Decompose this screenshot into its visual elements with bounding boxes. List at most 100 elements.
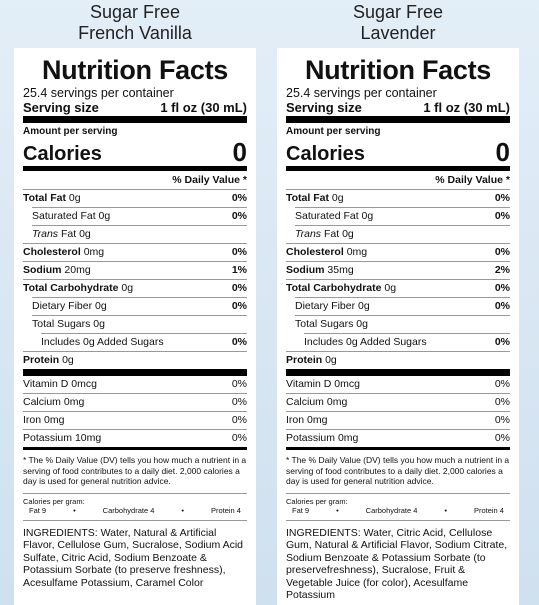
- nutrition-label: Nutrition Facts 25.4 servings per contain…: [277, 48, 519, 605]
- nutrient-name: Includes 0g Added Sugars: [304, 336, 427, 348]
- nutrient-dv: 0%: [494, 282, 510, 294]
- nutrient: Sodium 20mg: [23, 262, 91, 279]
- nutrient: Total Sugars 0g: [295, 316, 368, 333]
- product-line: French Vanilla: [78, 23, 192, 43]
- nutrient-name: Saturated Fat: [295, 210, 359, 222]
- nutrient-dv: 2%: [494, 264, 510, 276]
- nutrient-amount: 0g: [98, 210, 111, 222]
- nutrient-row: Protein 0g: [286, 351, 510, 369]
- nutrient-name: Total Fat: [286, 192, 329, 204]
- nutrient-amount: 35mg: [327, 264, 354, 276]
- nutrient-row: Cholesterol 0mg 0%: [286, 243, 510, 261]
- nutrient-dv: 1%: [231, 264, 247, 276]
- label-heading: Nutrition Facts: [304, 55, 491, 85]
- nutrient-name: Total Carbohydrate: [286, 282, 382, 294]
- vitamin-row: Vitamin D 0mcg 0%: [23, 376, 247, 393]
- vitamin-dv: 0%: [231, 378, 247, 390]
- nutrient-row: Saturated Fat 0g 0%: [295, 207, 510, 225]
- cpg-item: Carbohydrate 4: [102, 505, 155, 515]
- vitamin: Iron 0mg: [286, 412, 327, 429]
- amount-per-serving: Amount per serving: [286, 126, 381, 137]
- nutrient-name: Protein: [286, 354, 323, 366]
- nutrient: Trans Fat 0g: [295, 226, 354, 243]
- cpg-item: Protein 4: [473, 505, 504, 515]
- vitamin: Iron 0mg: [23, 412, 64, 429]
- nutrient-dv: 0%: [231, 300, 247, 312]
- product-name: Sugar Free French Vanilla: [10, 2, 260, 44]
- vitamin-name: Potassium: [286, 432, 336, 444]
- rule: [286, 369, 510, 376]
- calories-row: Calories 0: [286, 138, 510, 166]
- calories-value: 0: [232, 137, 247, 167]
- rule: [23, 447, 247, 450]
- nutrient-name: Protein: [23, 354, 60, 366]
- nutrient-name: Total Sugars: [32, 318, 91, 330]
- serving-size: 1 fl oz (30 mL): [423, 100, 510, 115]
- nutrient-amount: 0g: [361, 210, 374, 222]
- nutrient-name: Total Carbohydrate: [23, 282, 119, 294]
- cpg-item: Protein 4: [210, 505, 241, 515]
- nutrient-amount: 0g: [331, 192, 344, 204]
- nutrient-amount: 20mg: [64, 264, 91, 276]
- nutrient-row: Trans Fat 0g: [295, 225, 510, 243]
- nutrient-row: Total Sugars 0g: [32, 315, 247, 333]
- nutrient-row: Total Fat 0g 0%: [23, 190, 247, 207]
- nutrient-row: Includes 0g Added Sugars 0%: [41, 333, 247, 351]
- nutrient-amount: 0g: [342, 228, 354, 240]
- vitamin-amount: 10mg: [74, 432, 102, 444]
- vitamin-row: Vitamin D 0mcg 0%: [286, 376, 510, 393]
- nutrient: Total Carbohydrate 0g: [23, 280, 133, 297]
- nutrient: Protein 0g: [23, 352, 74, 369]
- nutrient-amount: 0g: [62, 354, 74, 366]
- serving-size-row: Serving size 1 fl oz (30 mL): [23, 100, 247, 116]
- vitamin-dv: 0%: [494, 414, 510, 426]
- nutrient-name: Cholesterol: [23, 246, 81, 258]
- cpg-item: Carbohydrate 4: [365, 505, 418, 515]
- serving-size: 1 fl oz (30 mL): [160, 100, 247, 115]
- rule: [286, 447, 510, 450]
- calories-label: Calories: [286, 143, 365, 165]
- nutrient-dv: 0%: [231, 210, 247, 222]
- calories-per-gram: Calories per gram: Fat 9 • Carbohydrate 4 • P…: [23, 494, 247, 521]
- nutrient-amount: 0g: [93, 318, 105, 330]
- cpg-label: Calories per gram:: [23, 496, 85, 506]
- nutrient-name: Sodium: [286, 264, 325, 276]
- nutrient: Total Fat 0g: [286, 190, 344, 207]
- nutrient: Dietary Fiber 0g: [295, 298, 370, 315]
- nutrient-amount: 0g: [358, 300, 370, 312]
- nutrient: Saturated Fat 0g: [295, 208, 373, 225]
- product-line: Lavender: [360, 23, 436, 43]
- calories-per-gram: Calories per gram: Fat 9 • Carbohydrate 4 • P…: [286, 494, 510, 521]
- nutrient-dv: 0%: [231, 282, 247, 294]
- vitamin-dv: 0%: [494, 432, 510, 444]
- nutrient-name: Dietary Fiber: [295, 300, 356, 312]
- vitamin-row: Potassium 0mg 0%: [286, 429, 510, 447]
- cpg-item: •: [73, 505, 76, 515]
- calories-value: 0: [495, 137, 510, 167]
- vitamin: Vitamin D 0mcg: [23, 376, 97, 393]
- serving-size-label: Serving size: [23, 100, 99, 115]
- nutrient-name: Total Sugars: [295, 318, 354, 330]
- nutrient-row: Dietary Fiber 0g 0%: [32, 297, 247, 315]
- calories-row: Calories 0: [23, 138, 247, 166]
- rule: [23, 166, 247, 171]
- cpg-items: Fat 9 • Carbohydrate 4 • Protein 4: [23, 506, 247, 515]
- nutrient-amount: 0mg: [346, 246, 368, 258]
- nutrient-dv: 0%: [494, 336, 510, 348]
- nutrient-row: Includes 0g Added Sugars 0%: [304, 333, 510, 351]
- nutrient-amount: 0g: [384, 282, 397, 294]
- calories-label: Calories: [23, 143, 102, 165]
- vitamins: Vitamin D 0mcg 0% Calcium 0mg 0% Iron 0mg 0% P…: [286, 376, 510, 447]
- nutrient: Sodium 35mg: [286, 262, 354, 279]
- nutrient-dv: 0%: [231, 246, 247, 258]
- nutrient: Includes 0g Added Sugars: [41, 334, 164, 351]
- rule: [23, 116, 247, 123]
- ingredients: INGREDIENTS: Water, Natural & Artificial…: [23, 526, 244, 589]
- nutrient: Dietary Fiber 0g: [32, 298, 107, 315]
- vitamin-row: Iron 0mg 0%: [23, 411, 247, 429]
- vitamin-name: Vitamin D: [286, 378, 332, 390]
- nutrient-row: Total Carbohydrate 0g 0%: [286, 279, 510, 297]
- nutrient-name: Cholesterol: [286, 246, 344, 258]
- nutrient-row: Cholesterol 0mg 0%: [23, 243, 247, 261]
